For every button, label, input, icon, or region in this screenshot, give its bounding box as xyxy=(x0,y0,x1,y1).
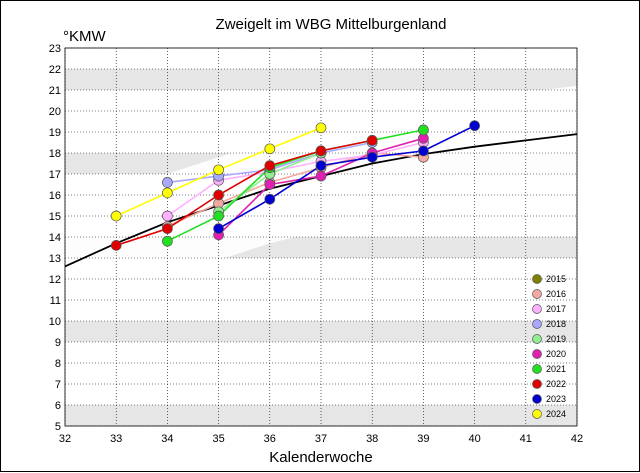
y-tick-label: 18 xyxy=(49,148,61,160)
y-tick-label: 20 xyxy=(49,106,61,118)
data-point-2017 xyxy=(162,210,173,222)
y-tick-label: 11 xyxy=(50,295,61,307)
data-point-2022 xyxy=(162,223,173,234)
legend-marker-2023 xyxy=(532,394,542,404)
legend-label-2020: 2020 xyxy=(546,349,566,359)
x-tick-label: 41 xyxy=(520,433,532,445)
legend-label-2015: 2015 xyxy=(546,274,566,284)
legend-marker-2018 xyxy=(532,319,542,329)
legend-label-2019: 2019 xyxy=(546,334,566,344)
y-tick-label: 7 xyxy=(55,379,61,391)
series-line-2017 xyxy=(166,141,424,217)
x-tick-label: 33 xyxy=(110,433,122,445)
y-tick-label: 19 xyxy=(49,127,61,139)
data-point-2024 xyxy=(213,164,224,176)
typical-range-band xyxy=(65,85,577,321)
y-tick-label: 8 xyxy=(55,358,61,370)
legend-label-2024: 2024 xyxy=(546,409,566,419)
legend-marker-2020 xyxy=(532,349,542,359)
data-point-2022 xyxy=(110,240,122,251)
data-point-2023 xyxy=(315,160,327,171)
plot-border xyxy=(64,47,578,427)
data-point-2022 xyxy=(213,189,224,201)
y-tick-label: 6 xyxy=(55,400,61,412)
x-tick-label: 35 xyxy=(212,433,224,445)
legend-marker-2016 xyxy=(532,289,542,299)
data-point-2022 xyxy=(315,145,327,157)
y-tick-label: 23 xyxy=(49,43,61,55)
x-tick-label: 34 xyxy=(161,433,173,445)
x-axis-label: Kalenderwoche xyxy=(269,449,372,466)
y-tick-label: 13 xyxy=(49,253,61,265)
bg-stripe xyxy=(65,69,577,90)
data-point-2018 xyxy=(162,177,173,188)
legend-label-2021: 2021 xyxy=(546,364,566,374)
legend-label-2023: 2023 xyxy=(546,394,566,404)
x-tick-label: 38 xyxy=(366,433,378,445)
y-tick-label: 21 xyxy=(49,85,61,97)
data-point-2023 xyxy=(469,120,480,132)
y-tick-label: 22 xyxy=(49,64,61,76)
y-axis-label: °KMW xyxy=(63,28,106,45)
y-tick-label: 16 xyxy=(49,190,61,202)
legend-marker-2024 xyxy=(532,409,542,419)
x-tick-label: 32 xyxy=(59,433,71,445)
data-point-2024 xyxy=(110,210,122,222)
x-tick-label: 37 xyxy=(315,433,327,445)
y-tick-label: 17 xyxy=(49,169,61,181)
legend-marker-2022 xyxy=(532,379,542,389)
x-tick-label: 39 xyxy=(417,433,429,445)
series-line-2023 xyxy=(218,124,475,230)
data-point-2022 xyxy=(366,135,378,146)
y-tick-label: 14 xyxy=(49,232,61,244)
data-point-2021 xyxy=(213,210,224,222)
chart-title: Zweigelt im WBG Mittelburgenland xyxy=(216,16,447,33)
y-tick-label: 12 xyxy=(49,274,61,286)
data-point-2023 xyxy=(264,193,276,205)
y-tick-label: 9 xyxy=(55,337,61,349)
series-line-2021 xyxy=(167,129,424,242)
range-band-layer xyxy=(65,85,577,321)
legend-label-2022: 2022 xyxy=(546,379,566,389)
x-tick-label: 40 xyxy=(468,433,480,445)
data-point-2024 xyxy=(315,122,327,134)
data-point-2024 xyxy=(162,187,173,199)
x-tick-label: 36 xyxy=(264,433,276,445)
legend-marker-2019 xyxy=(532,334,542,344)
legend-label-2016: 2016 xyxy=(546,289,566,299)
series-line-2022 xyxy=(115,139,373,247)
data-point-2023 xyxy=(213,223,224,234)
y-tick-label: 15 xyxy=(49,211,61,223)
data-point-2020 xyxy=(264,179,276,190)
x-tick-label: 42 xyxy=(571,433,583,445)
data-point-2022 xyxy=(264,160,276,171)
legend-label-2018: 2018 xyxy=(546,319,566,329)
data-point-2021 xyxy=(418,124,429,136)
series-layer xyxy=(110,120,480,251)
bg-stripe xyxy=(65,321,577,342)
data-point-2023 xyxy=(418,145,429,157)
legend-marker-2021 xyxy=(532,364,542,374)
data-point-2021 xyxy=(162,235,173,247)
data-point-2024 xyxy=(264,143,276,155)
bg-stripe xyxy=(65,405,577,426)
data-point-2023 xyxy=(366,151,378,163)
legend-label-2017: 2017 xyxy=(546,304,566,314)
y-tick-label: 5 xyxy=(55,421,61,433)
legend: 2015 2016 2017 2018 2019 2020 2021 2022 2023 2024 xyxy=(532,274,566,419)
legend-marker-2017 xyxy=(532,304,542,314)
y-tick-label: 10 xyxy=(49,316,61,328)
legend-marker-2015 xyxy=(532,274,542,284)
data-point-2020 xyxy=(315,170,327,182)
